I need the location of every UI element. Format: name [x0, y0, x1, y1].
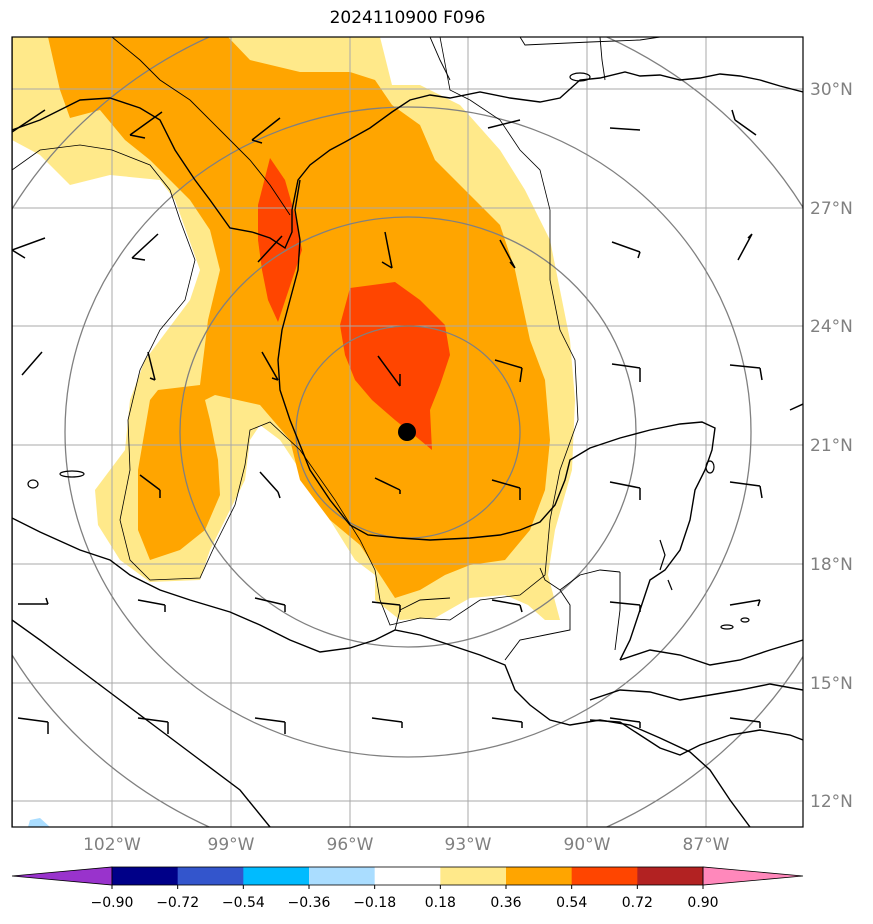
- lat-labels: 30°N 27°N 24°N 21°N 18°N 15°N 12°N: [810, 80, 853, 812]
- wind-barbs: [12, 109, 803, 734]
- colorbar-label: −0.36: [288, 895, 331, 911]
- thin-contour-line: [12, 37, 579, 626]
- borders: [111, 37, 661, 661]
- colorbar-segment: [309, 867, 376, 885]
- lat-label: 27°N: [810, 199, 853, 219]
- field-contour-054-a: [340, 282, 450, 450]
- lon-label: 96°W: [327, 835, 374, 855]
- colorbar-segment: [177, 867, 244, 885]
- colorbar-segment: [112, 867, 179, 885]
- colorbar: −0.90 −0.72 −0.54 −0.36 −0.18 0.18 0.36 0.54 0.7…: [11, 866, 804, 911]
- storm-center-marker: [398, 423, 416, 441]
- field-contour-negative-patch: [28, 818, 50, 827]
- colorbar-label: 0.18: [425, 895, 456, 911]
- lon-label: 93°W: [445, 835, 492, 855]
- colorbar-segment: [637, 867, 704, 885]
- lon-label: 90°W: [564, 835, 611, 855]
- colorbar-outline: [111, 866, 704, 886]
- colorbar-segment: [506, 867, 573, 885]
- colorbar-label: 0.36: [490, 895, 521, 911]
- coastlines: [12, 37, 803, 827]
- lat-label: 21°N: [810, 436, 853, 456]
- graticule: [12, 37, 803, 827]
- field-contour-036: [48, 37, 550, 598]
- islands: [27, 72, 750, 630]
- lat-label: 30°N: [810, 80, 853, 100]
- colorbar-label: −0.54: [222, 895, 265, 911]
- lon-label: 99°W: [208, 835, 255, 855]
- colorbar-label: −0.72: [156, 895, 199, 911]
- lon-label: 102°W: [83, 835, 141, 855]
- colorbar-label: −0.90: [91, 895, 134, 911]
- colorbar-label: −0.18: [353, 895, 396, 911]
- map-frame: [11, 36, 804, 828]
- lon-label: 87°W: [683, 835, 730, 855]
- map-area: [12, 37, 803, 827]
- colorbar-label: 0.90: [687, 895, 718, 911]
- map-title: 2024110900 F096: [329, 8, 486, 28]
- lat-label: 24°N: [810, 317, 853, 337]
- colorbar-label: 0.54: [556, 895, 587, 911]
- colorbar-label: 0.72: [622, 895, 653, 911]
- colorbar-segment: [571, 867, 638, 885]
- colorbar-segment: [440, 867, 507, 885]
- lat-label: 15°N: [810, 674, 853, 694]
- colorbar-segment: [243, 867, 310, 885]
- lon-labels: 102°W 99°W 96°W 93°W 90°W 87°W: [83, 835, 730, 855]
- lat-label: 18°N: [810, 555, 853, 575]
- lat-label: 12°N: [810, 792, 853, 812]
- colorbar-segment: [374, 867, 441, 885]
- colorbar-extension-low: [11, 866, 113, 886]
- colorbar-extension-high: [702, 866, 804, 886]
- field-contour-054-b: [258, 158, 302, 322]
